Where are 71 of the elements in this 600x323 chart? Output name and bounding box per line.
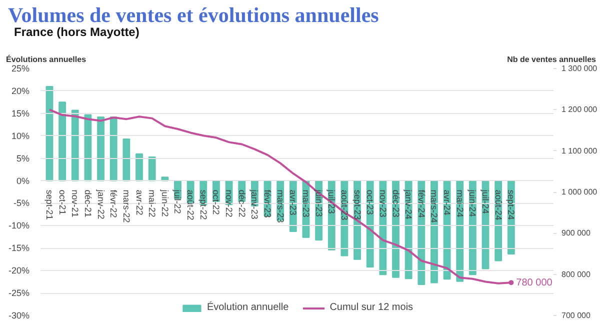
x-tick-label: juil-24: [480, 188, 491, 214]
annotation: 780 000: [516, 278, 553, 289]
y-tick-label: 20%: [11, 86, 30, 96]
y2-tick-label: 1 100 000: [562, 146, 598, 156]
x-tick-label: août-22: [186, 190, 196, 220]
y2-tick-label: 900 000: [562, 228, 591, 238]
x-tick-label: janv-24: [404, 188, 414, 220]
chart-subtitle: France (hors Mayotte): [14, 25, 140, 39]
y-tick-label: 5%: [16, 153, 30, 164]
x-tick-label: déc-21: [82, 190, 93, 218]
bar: [71, 110, 79, 182]
y-tick-label: -15%: [8, 243, 30, 254]
bar: [122, 138, 130, 182]
legend-label: Cumul sur 12 mois: [330, 302, 414, 313]
y-tick-label: -30%: [8, 310, 30, 320]
legend-label: Évolution annuelle: [206, 302, 289, 313]
x-tick-label: oct-23: [365, 190, 376, 215]
x-tick-label: juil-23: [326, 188, 337, 214]
x-tick-label: nov-23: [378, 190, 388, 218]
x-tick-label: sept-24: [506, 190, 516, 220]
y-tick-label: 15%: [11, 108, 30, 118]
y-tick-label: -10%: [8, 220, 30, 231]
x-tick-label: janv-22: [96, 188, 106, 220]
x-tick-label: sept-22: [198, 190, 208, 220]
bar: [110, 116, 118, 182]
x-tick-label: mars-23: [275, 190, 286, 223]
x-tick-label: sept-23: [352, 190, 362, 220]
x-tick-label: mai-23: [300, 190, 311, 218]
y2-tick-label: 1 300 000: [562, 64, 598, 73]
y-tick-label: 25%: [11, 64, 30, 74]
y-axis-title: Évolutions annuelles: [6, 54, 86, 65]
x-tick-label: mars-22: [121, 190, 132, 223]
x-tick-label: avr-23: [288, 190, 298, 216]
x-tick-label: avr-24: [442, 190, 452, 216]
bar: [136, 153, 143, 182]
y-tick-label: -5%: [13, 198, 30, 208]
bar: [97, 116, 104, 182]
bar: [148, 156, 156, 182]
y2-tick-label: 700 000: [562, 311, 591, 320]
x-tick-label: juin-23: [314, 188, 324, 217]
x-tick-label: juil-22: [172, 188, 183, 214]
y2-tick-label: 1 000 000: [562, 188, 598, 196]
x-tick-label: sept-21: [44, 190, 54, 220]
x-tick-label: nov-21: [70, 190, 80, 218]
bar: [84, 114, 92, 182]
x-tick-label: juin-24: [468, 188, 478, 217]
x-tick-label: oct-22: [211, 190, 222, 215]
x-tick-label: oct-21: [57, 190, 68, 215]
y-tick-label: 0%: [16, 176, 30, 186]
chart-title: Volumes de ventes et évolutions annuelles: [8, 3, 379, 27]
y-tick-label: 10%: [11, 130, 30, 141]
x-tick-label: avr-22: [134, 190, 144, 216]
y-tick-label: -25%: [8, 288, 30, 298]
x-tick-label: déc-23: [390, 190, 401, 218]
x-tick-label: mars-24: [429, 190, 440, 223]
x-tick-label: nov-22: [224, 190, 234, 218]
x-tick-label: janv-23: [250, 188, 260, 220]
y2-tick-label: 1 200 000: [562, 105, 598, 114]
x-tick-label: févr-23: [262, 190, 273, 218]
x-tick-label: août-23: [339, 190, 350, 220]
y2-tick-label: 800 000: [562, 270, 591, 279]
x-tick-label: févr-24: [416, 190, 426, 218]
x-tick-label: févr-22: [108, 190, 119, 218]
x-tick-label: mai-22: [147, 190, 158, 218]
bar: [58, 102, 66, 182]
y2-axis-title: Nb de ventes annuelles: [507, 54, 596, 65]
x-tick-label: août-24: [493, 190, 504, 220]
x-tick-label: mai-24: [454, 190, 465, 218]
y-tick-label: -20%: [8, 266, 30, 276]
x-tick-label: juin-22: [160, 188, 170, 217]
x-tick-label: déc-22: [236, 190, 247, 218]
